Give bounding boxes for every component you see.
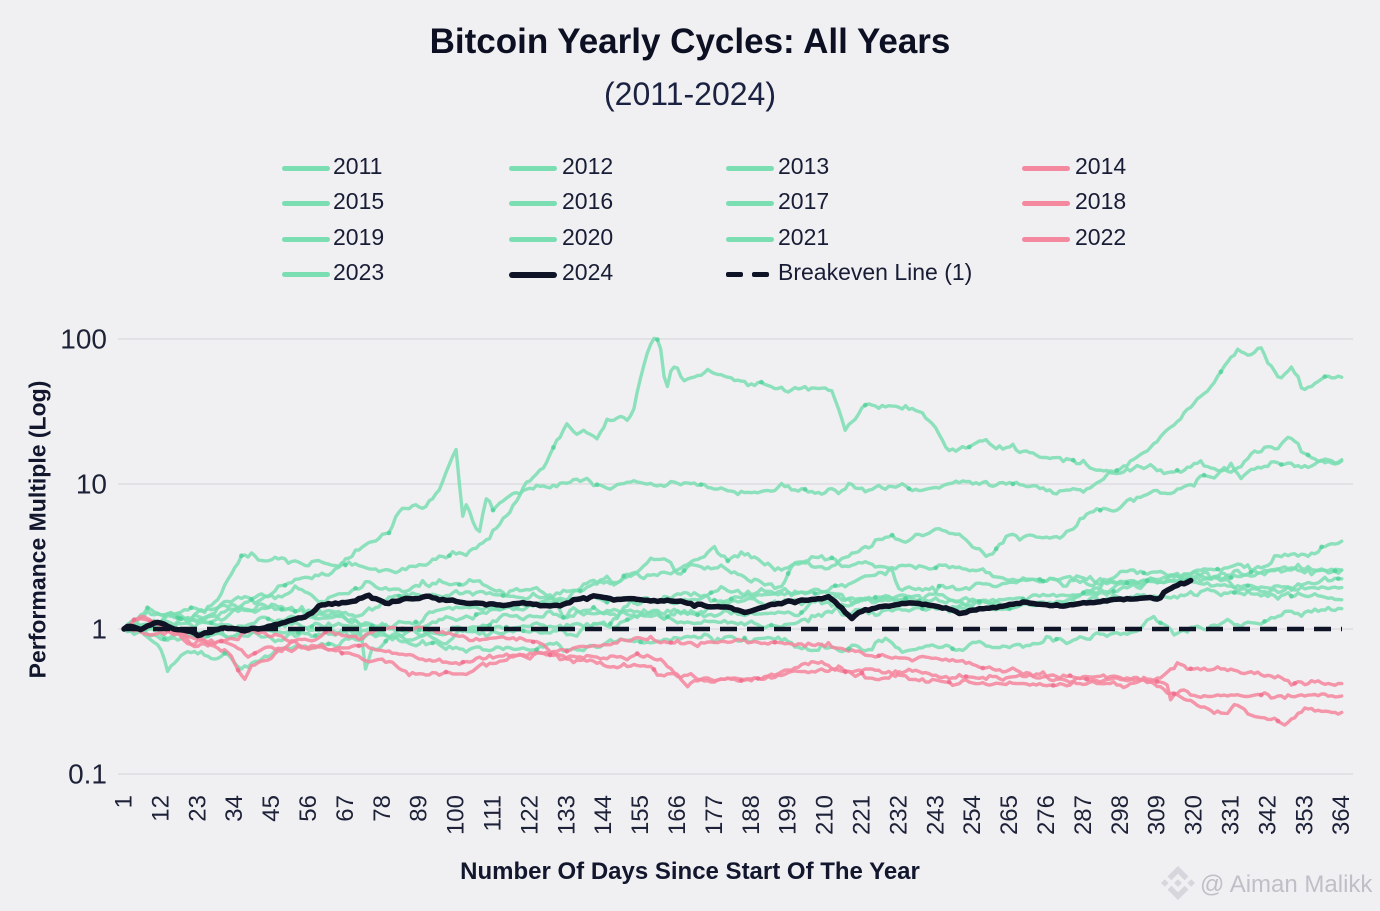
svg-text:100: 100 [60, 324, 107, 355]
svg-text:188: 188 [738, 795, 765, 835]
svg-text:342: 342 [1254, 795, 1281, 835]
svg-text:56: 56 [295, 795, 322, 822]
svg-text:353: 353 [1291, 795, 1318, 835]
svg-text:34: 34 [221, 795, 248, 822]
svg-text:23: 23 [184, 795, 211, 822]
svg-text:1: 1 [111, 795, 138, 808]
svg-text:254: 254 [959, 795, 986, 835]
svg-text:10: 10 [76, 469, 107, 500]
svg-text:1: 1 [91, 614, 107, 645]
svg-text:177: 177 [701, 795, 728, 835]
svg-text:298: 298 [1107, 795, 1134, 835]
svg-text:320: 320 [1181, 795, 1208, 835]
svg-text:265: 265 [996, 795, 1023, 835]
svg-text:122: 122 [516, 795, 543, 835]
svg-text:133: 133 [553, 795, 580, 835]
svg-text:309: 309 [1144, 795, 1171, 835]
svg-text:78: 78 [369, 795, 396, 822]
svg-text:232: 232 [885, 795, 912, 835]
svg-text:12: 12 [147, 795, 174, 822]
svg-text:67: 67 [332, 795, 359, 822]
svg-text:144: 144 [590, 795, 617, 835]
svg-text:287: 287 [1070, 795, 1097, 835]
svg-text:0.1: 0.1 [68, 759, 107, 790]
svg-text:210: 210 [812, 795, 839, 835]
svg-text:45: 45 [258, 795, 285, 822]
svg-text:221: 221 [849, 795, 876, 835]
svg-text:243: 243 [922, 795, 949, 835]
svg-text:364: 364 [1328, 795, 1355, 835]
svg-text:199: 199 [775, 795, 802, 835]
svg-text:331: 331 [1218, 795, 1245, 835]
svg-text:111: 111 [480, 795, 507, 831]
svg-text:166: 166 [664, 795, 691, 835]
svg-text:89: 89 [406, 795, 433, 822]
svg-text:155: 155 [627, 795, 654, 835]
svg-text:276: 276 [1033, 795, 1060, 835]
svg-text:100: 100 [443, 795, 470, 835]
